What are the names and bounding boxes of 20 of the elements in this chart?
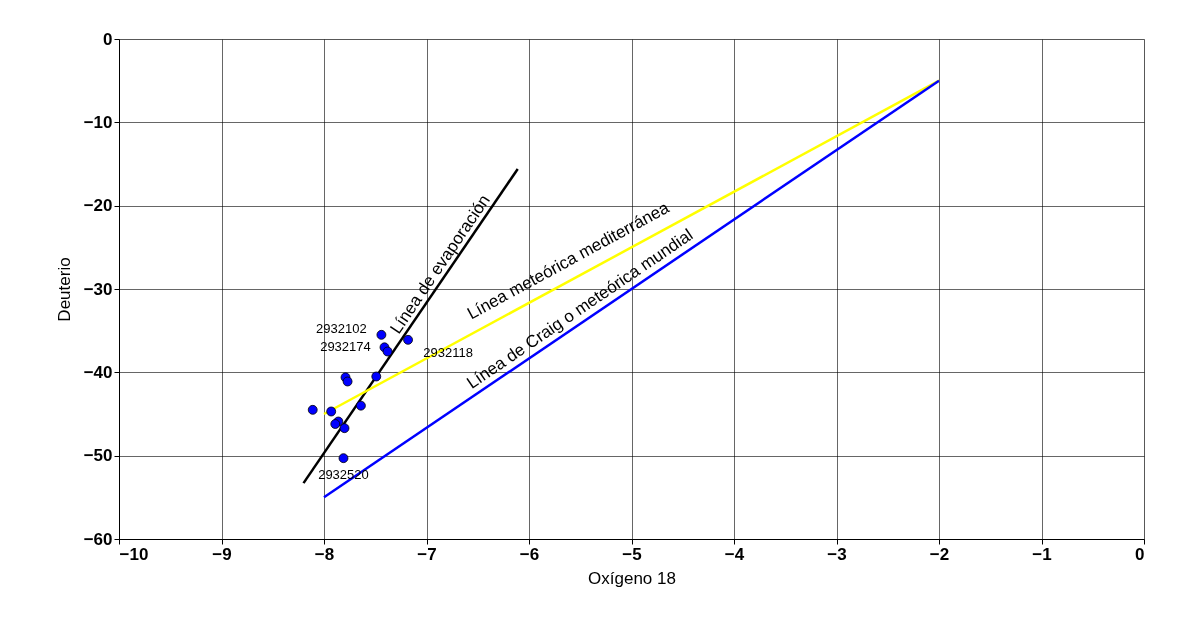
y-tick-label: −30 [83, 279, 113, 299]
x-tick-label: −7 [417, 544, 437, 564]
x-tick-label: 0 [1135, 544, 1145, 564]
y-axis-title: Deuterio [54, 257, 74, 322]
x-tick-label: −6 [519, 544, 540, 564]
y-tick-label: −60 [83, 529, 113, 549]
x-tick-label: −9 [212, 544, 232, 564]
y-tick-label: −10 [83, 112, 113, 132]
x-tick-label: −1 [1032, 544, 1052, 564]
y-tick-label: −40 [83, 362, 113, 382]
x-tick-label: −3 [827, 544, 847, 564]
x-tick-label: −4 [724, 544, 745, 564]
x-tick-label: −8 [314, 544, 335, 564]
y-tick-label: −20 [83, 196, 113, 216]
y-tick-label: 0 [103, 29, 113, 49]
x-tick-label: −2 [929, 544, 950, 564]
x-tick-label: −10 [119, 544, 149, 564]
x-axis-title: Oxígeno 18 [588, 568, 676, 588]
x-tick-label: −5 [622, 544, 642, 564]
y-tick-label: −50 [83, 446, 113, 466]
